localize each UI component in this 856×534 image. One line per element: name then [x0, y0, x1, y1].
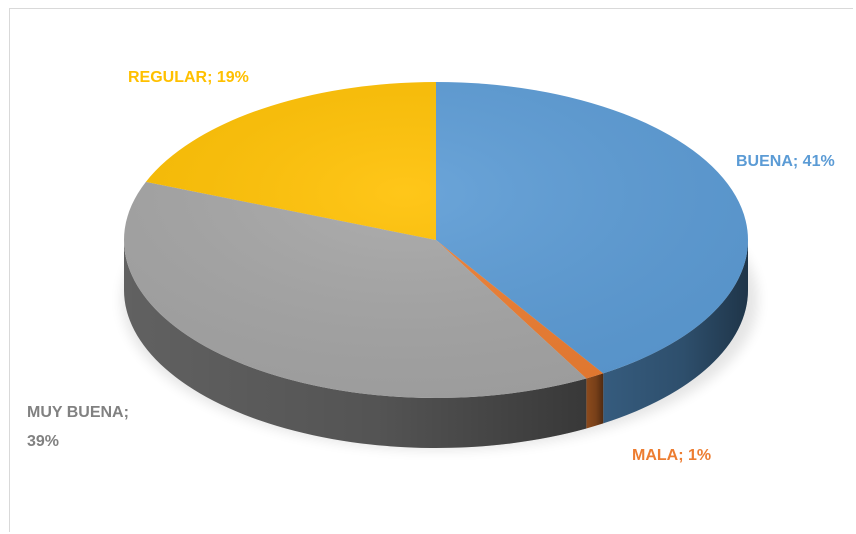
data-label-line: MUY BUENA;: [27, 404, 129, 421]
data-label-regular: REGULAR; 19%: [128, 69, 249, 86]
pie-top-sheen: [124, 82, 748, 398]
pie-sides: [124, 240, 748, 448]
pie-tops: [124, 82, 749, 398]
pie-side-shade: [124, 240, 587, 448]
pie-labels: BUENA; 41% MALA; 1% MUY BUENA; 39% REGULAR; …: [27, 69, 835, 464]
data-label-muy-buena: MUY BUENA; 39%: [27, 404, 129, 450]
data-label-line: REGULAR; 19%: [128, 69, 249, 86]
pie-side-shade: [603, 240, 748, 424]
data-label-line: MALA; 1%: [632, 447, 711, 464]
data-label-buena: BUENA; 41%: [736, 153, 835, 170]
pie-side-shade: [586, 373, 604, 429]
data-label-line: BUENA; 41%: [736, 153, 835, 170]
data-label-line: 39%: [27, 433, 59, 450]
data-label-mala: MALA; 1%: [632, 447, 711, 464]
